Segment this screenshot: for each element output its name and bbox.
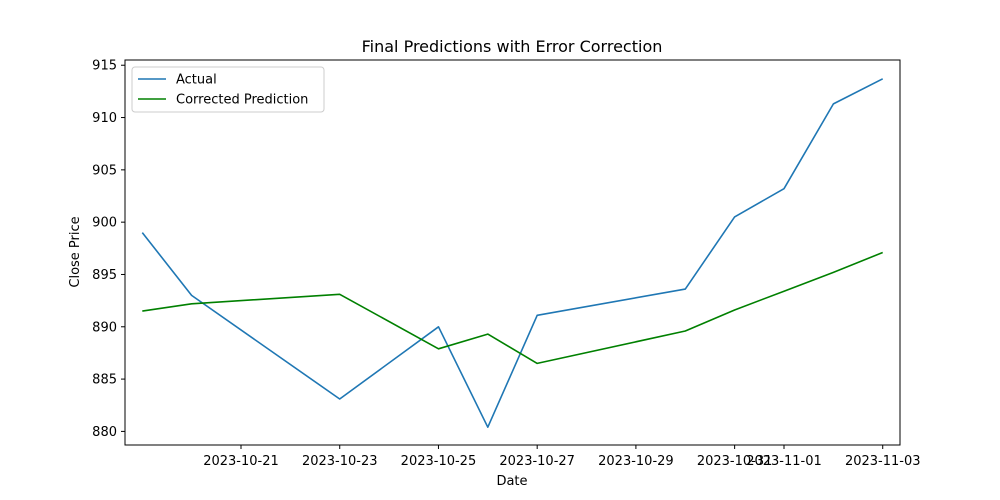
legend: Actual Corrected Prediction <box>131 66 325 113</box>
x-tick-label: 2023-10-23 <box>302 454 378 469</box>
plot-frame <box>124 59 901 446</box>
legend-label-2: Corrected Prediction <box>176 93 308 108</box>
x-tick-label: 2023-10-29 <box>598 454 674 469</box>
x-tick-label: 2023-10-31 <box>697 454 773 469</box>
x-tick-label: 2023-10-25 <box>401 454 477 469</box>
y-tick-label: 890 <box>92 320 117 335</box>
series-line-1 <box>141 78 884 429</box>
y-tick-label: 885 <box>92 373 117 388</box>
y-tick-label: 900 <box>92 216 117 231</box>
x-axis: 2023-10-21 2023-10-23 2023-10-25 2023-10-27… <box>203 445 921 469</box>
series-lines <box>141 78 884 429</box>
x-tick-label: 2023-10-27 <box>499 454 575 469</box>
y-tick-label: 910 <box>92 111 117 126</box>
chart-title: Final Predictions with Error Correction <box>362 37 663 56</box>
legend-label-1: Actual <box>176 73 217 88</box>
x-tick-label: 2023-10-21 <box>203 454 279 469</box>
y-axis: 880 885 890 895 900 905 910 915 <box>92 59 125 440</box>
x-tick-label: 2023-11-01 <box>746 454 822 469</box>
x-tick-label: 2023-11-03 <box>845 454 921 469</box>
legend-box <box>131 66 325 113</box>
y-tick-label: 880 <box>92 425 117 440</box>
y-tick-label: 895 <box>92 268 117 283</box>
y-tick-label: 905 <box>92 163 117 178</box>
series-line-2 <box>142 251 883 365</box>
y-tick-label: 915 <box>92 59 117 74</box>
y-axis-label: Close Price <box>68 216 83 287</box>
x-axis-label: Date <box>496 474 527 489</box>
